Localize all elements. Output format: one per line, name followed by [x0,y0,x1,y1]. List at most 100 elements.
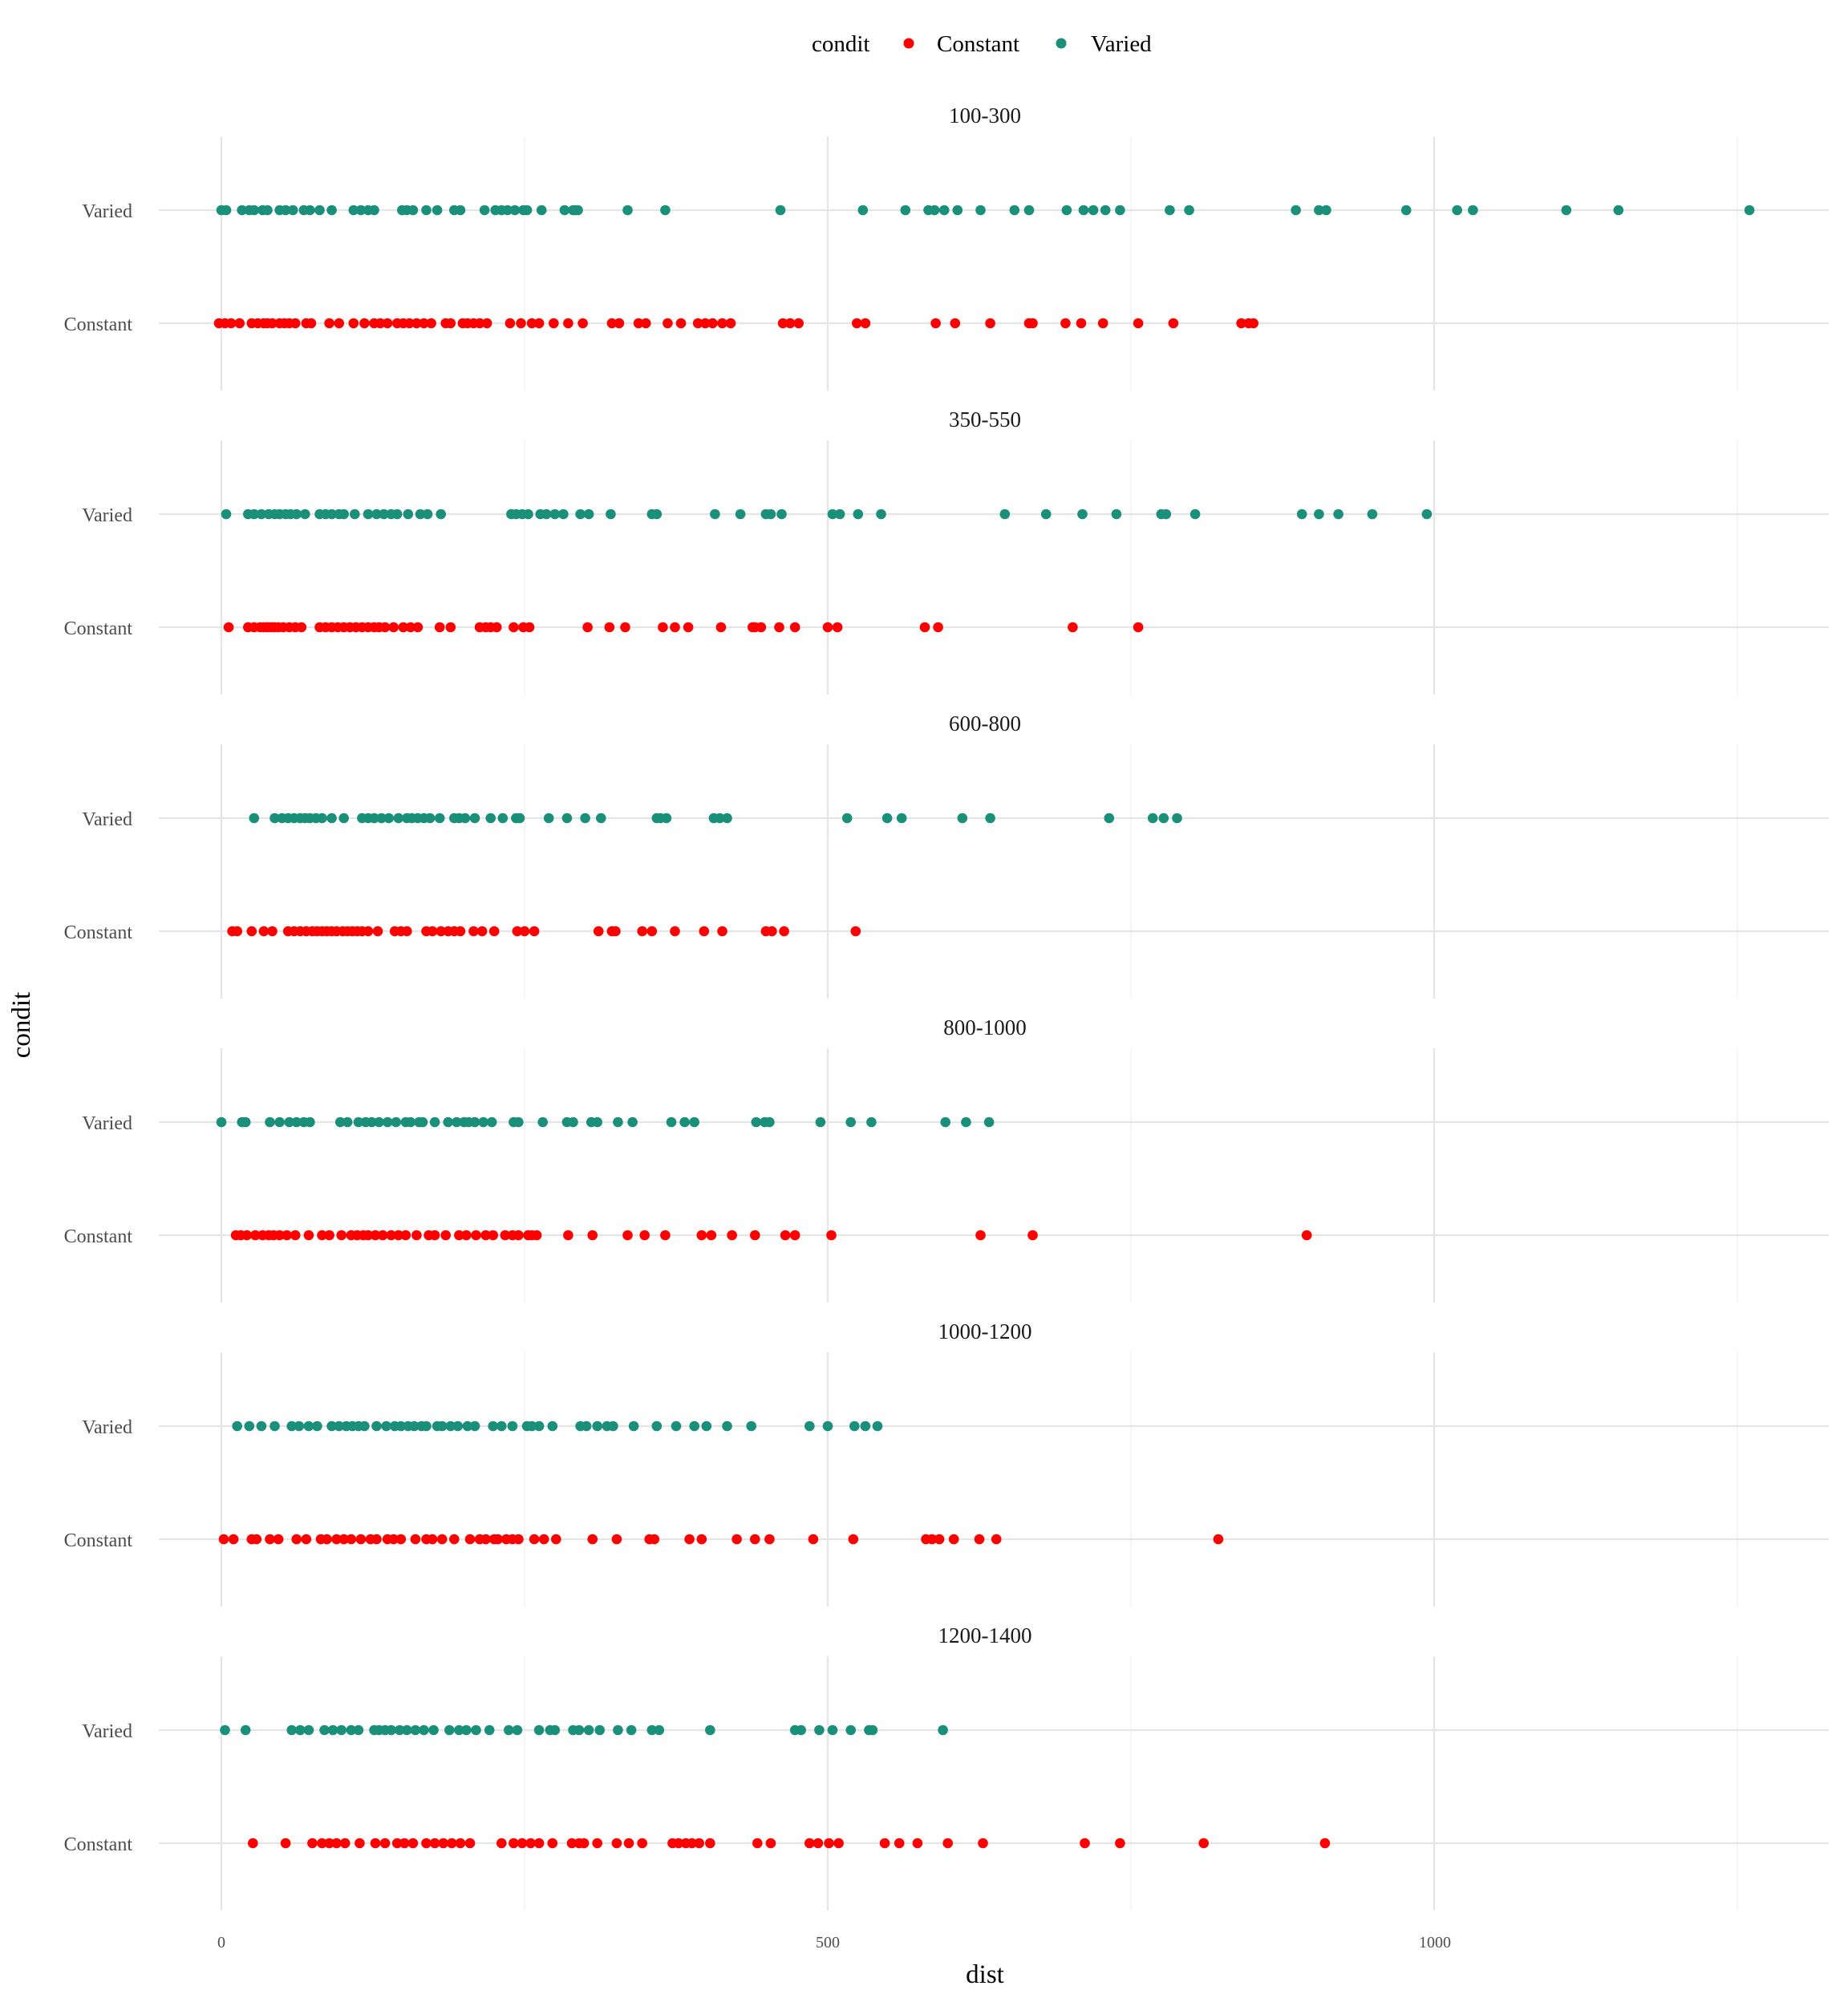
x-tick-label: 500 [816,1934,840,1951]
data-point [502,205,513,216]
data-point [496,1838,507,1849]
data-point [765,509,776,520]
data-point [348,318,359,329]
data-point [671,1420,682,1432]
data-point [779,926,789,937]
data-point [750,1230,760,1241]
data-point [509,205,521,216]
data-point [474,318,485,329]
data-point [280,1838,291,1849]
data-point [549,509,561,520]
data-point [391,509,403,520]
data-point [346,1534,357,1545]
data-point [391,1838,403,1849]
data-point [912,1838,923,1849]
data-point [1452,205,1462,216]
data-point [689,1420,699,1432]
data-point [246,926,257,937]
facet-title: 350-550 [949,407,1021,432]
y-tick-label: Varied [82,505,132,526]
data-point [1027,318,1038,329]
data-point [1213,1534,1224,1545]
data-point [978,1838,988,1849]
data-point [496,1420,507,1432]
data-point [221,509,232,520]
data-point [774,622,784,633]
data-point [480,1230,491,1241]
data-point [750,1534,760,1545]
data-point [1314,509,1324,520]
data-point [452,1116,462,1128]
data-point [314,205,325,216]
data-point [218,1534,229,1545]
data-point [824,1838,834,1849]
data-point [696,1534,707,1545]
data-point [1744,205,1755,216]
data-point [717,318,727,329]
legend-label-constant: Constant [937,31,1019,57]
data-point [234,318,245,329]
data-point [455,205,466,216]
legend: condit Constant Varied [812,31,1152,57]
y-tick-label: Varied [82,1417,132,1438]
data-point [386,1724,397,1736]
data-point [454,1230,464,1241]
y-tick-label: Varied [82,201,132,222]
data-point [866,1116,877,1128]
data-point [355,1838,365,1849]
data-point [622,1230,633,1241]
data-point [291,509,302,520]
data-point [452,1420,464,1432]
data-point [694,1838,704,1849]
data-point [507,1420,518,1432]
data-point [348,205,359,216]
data-point [353,1116,364,1128]
data-point [594,1724,605,1736]
data-point [1060,318,1071,329]
data-point [551,1534,561,1545]
data-point [533,1838,545,1849]
data-point [221,205,232,216]
data-point [765,1838,776,1849]
data-point [654,1724,665,1736]
data-point [488,926,500,937]
data-point [326,813,337,824]
data-point [592,1420,602,1432]
data-point [359,1420,370,1432]
data-point [596,813,606,824]
data-point [752,1838,763,1849]
data-point [583,1724,594,1736]
data-point [438,1838,448,1849]
data-point [764,1116,775,1128]
data-point [407,205,419,216]
x-tick-label: 1000 [1419,1934,1451,1951]
data-point [961,1116,971,1128]
legend-title: condit [812,31,870,57]
data-point [1172,813,1182,824]
x-tick-label: 0 [217,1934,225,1951]
data-point [581,1420,592,1432]
data-point [1133,318,1144,329]
data-point [449,1534,460,1545]
y-tick-label: Constant [64,1226,133,1247]
data-point [606,318,618,329]
data-point [832,622,843,633]
data-point [651,1420,663,1432]
data-point [256,1420,267,1432]
data-point [626,1724,637,1736]
data-point [322,1534,332,1545]
data-point [469,1116,480,1128]
data-point [436,926,446,937]
data-point [661,813,672,824]
data-point [1080,1838,1090,1849]
data-point [464,1534,476,1545]
data-point [517,1838,528,1849]
data-point [267,926,278,937]
data-point [461,1230,472,1241]
data-point [957,813,968,824]
data-point [370,1838,381,1849]
data-point [813,1838,824,1849]
data-point [775,205,786,216]
data-point [232,926,243,937]
